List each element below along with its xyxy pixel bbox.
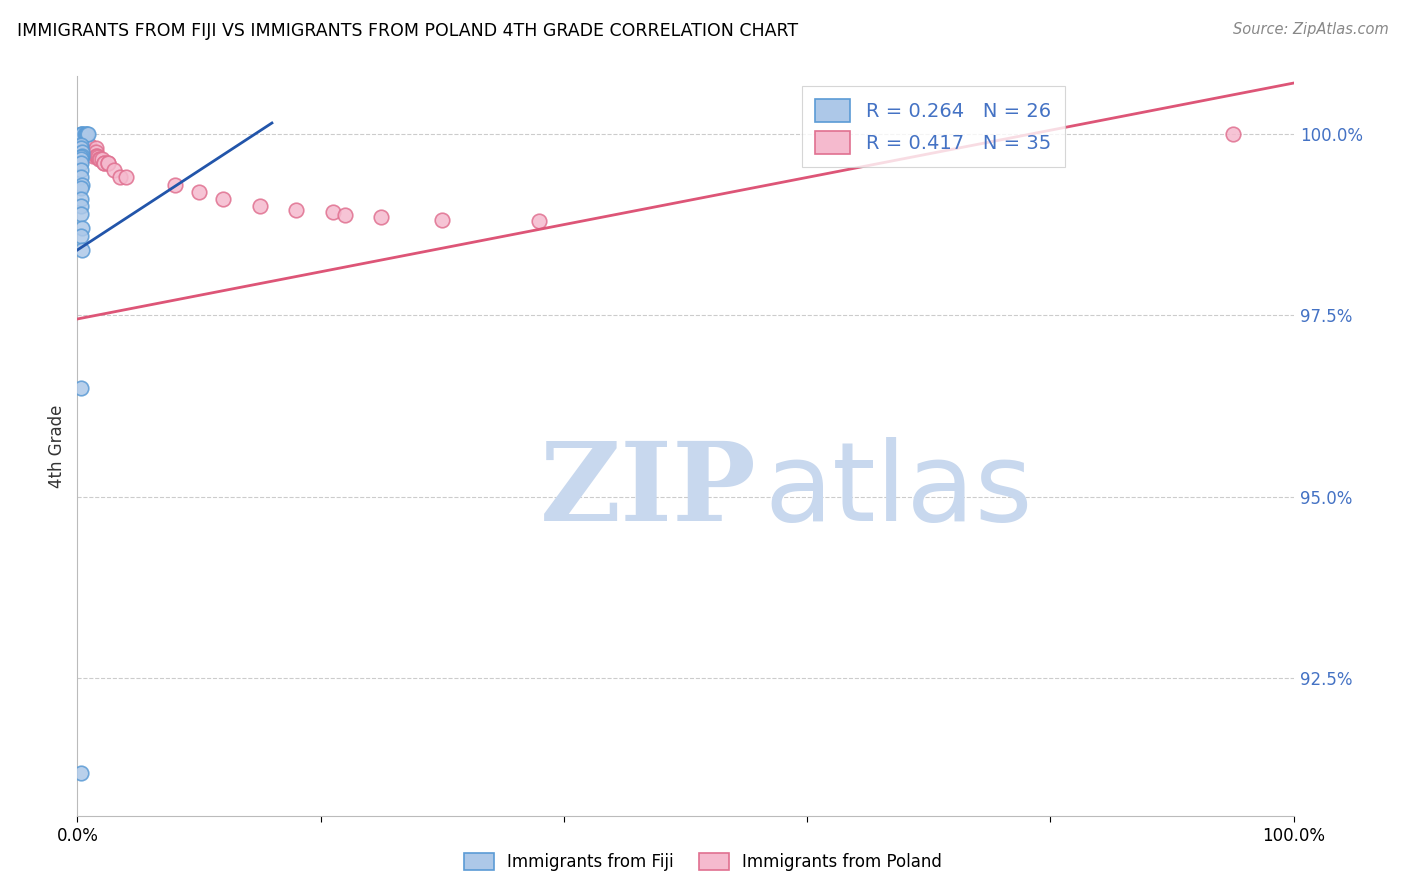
Point	[70, 765, 93, 780]
Text: IMMIGRANTS FROM FIJI VS IMMIGRANTS FROM POLAND 4TH GRADE CORRELATION CHART: IMMIGRANTS FROM FIJI VS IMMIGRANTS FROM …	[17, 22, 799, 40]
Text: Source: ZipAtlas.com: Source: ZipAtlas.com	[1233, 22, 1389, 37]
Point	[84, 149, 107, 163]
Point	[76, 137, 98, 152]
Point	[70, 127, 93, 141]
Point	[73, 127, 96, 141]
Point	[70, 127, 93, 141]
Point	[70, 141, 93, 155]
Legend: Immigrants from Fiji, Immigrants from Poland: Immigrants from Fiji, Immigrants from Po…	[456, 845, 950, 880]
Text: atlas: atlas	[765, 437, 1033, 544]
Point	[70, 163, 93, 178]
Point	[430, 212, 453, 227]
Point	[80, 145, 103, 159]
Point	[70, 156, 93, 170]
Point	[70, 149, 93, 163]
Point	[93, 156, 115, 170]
Point	[70, 178, 93, 192]
Point	[333, 208, 356, 222]
Point	[70, 150, 93, 164]
Point	[70, 207, 93, 221]
Legend: R = 0.264   N = 26, R = 0.417   N = 35: R = 0.264 N = 26, R = 0.417 N = 35	[801, 86, 1064, 168]
Y-axis label: 4th Grade: 4th Grade	[48, 404, 66, 488]
Point	[77, 141, 100, 155]
Point	[70, 145, 93, 159]
Point	[82, 149, 104, 163]
Point	[70, 141, 93, 155]
Point	[70, 192, 93, 206]
Point	[97, 156, 120, 170]
Point	[79, 137, 101, 152]
Point	[1222, 127, 1244, 141]
Point	[70, 228, 93, 243]
Point	[93, 156, 115, 170]
Point	[103, 163, 125, 178]
Point	[249, 199, 271, 213]
Point	[75, 127, 97, 141]
Point	[70, 221, 93, 235]
Point	[77, 127, 100, 141]
Point	[89, 153, 111, 167]
Point	[70, 127, 93, 141]
Point	[70, 170, 93, 185]
Point	[84, 141, 107, 155]
Point	[97, 156, 120, 170]
Point	[82, 145, 104, 159]
Point	[188, 185, 211, 199]
Point	[115, 170, 138, 185]
Point	[70, 181, 93, 195]
Point	[163, 178, 186, 192]
Point	[75, 141, 97, 155]
Point	[70, 199, 93, 213]
Point	[108, 170, 131, 185]
Point	[76, 127, 98, 141]
Point	[70, 153, 93, 167]
Point	[70, 137, 93, 152]
Point	[322, 205, 344, 219]
Point	[87, 150, 110, 164]
Point	[83, 145, 105, 159]
Point	[84, 145, 107, 159]
Point	[70, 243, 93, 257]
Point	[89, 153, 111, 167]
Point	[70, 381, 93, 395]
Point	[212, 192, 235, 206]
Point	[285, 203, 308, 218]
Point	[90, 153, 112, 167]
Text: ZIP: ZIP	[540, 437, 756, 544]
Point	[529, 214, 551, 228]
Point	[86, 149, 108, 163]
Point	[370, 211, 392, 225]
